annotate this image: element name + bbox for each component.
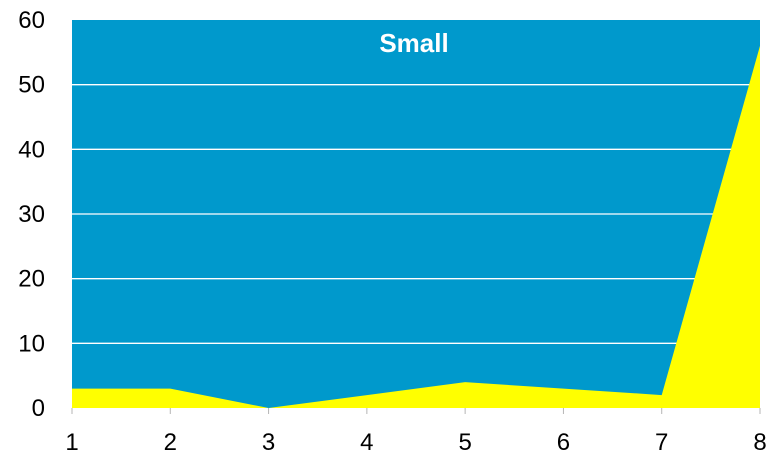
y-axis-tick-labels: 0 10 20 30 40 50 60 [18,7,45,422]
x-tick-label-2: 2 [164,429,177,456]
x-axis-tick-labels: 1 2 3 4 5 6 7 8 [65,429,766,456]
x-tick-label-6: 6 [557,429,570,456]
x-tick-label-1: 1 [65,429,78,456]
x-tick-label-8: 8 [753,429,766,456]
y-tick-label-60: 60 [18,7,45,34]
gridlines [72,84,760,344]
y-tick-label-0: 0 [32,395,45,422]
x-tick-label-5: 5 [458,429,471,456]
y-tick-label-10: 10 [18,330,45,357]
y-tick-label-40: 40 [18,136,45,163]
y-tick-label-20: 20 [18,266,45,293]
y-tick-label-50: 50 [18,72,45,99]
x-axis-ticks [71,408,761,414]
x-tick-label-3: 3 [262,429,275,456]
series-area-0 [72,45,760,408]
series-areas [72,45,760,408]
chart-title: Small [379,28,448,58]
x-tick-label-7: 7 [655,429,668,456]
x-tick-label-4: 4 [360,429,373,456]
y-tick-label-30: 30 [18,201,45,228]
